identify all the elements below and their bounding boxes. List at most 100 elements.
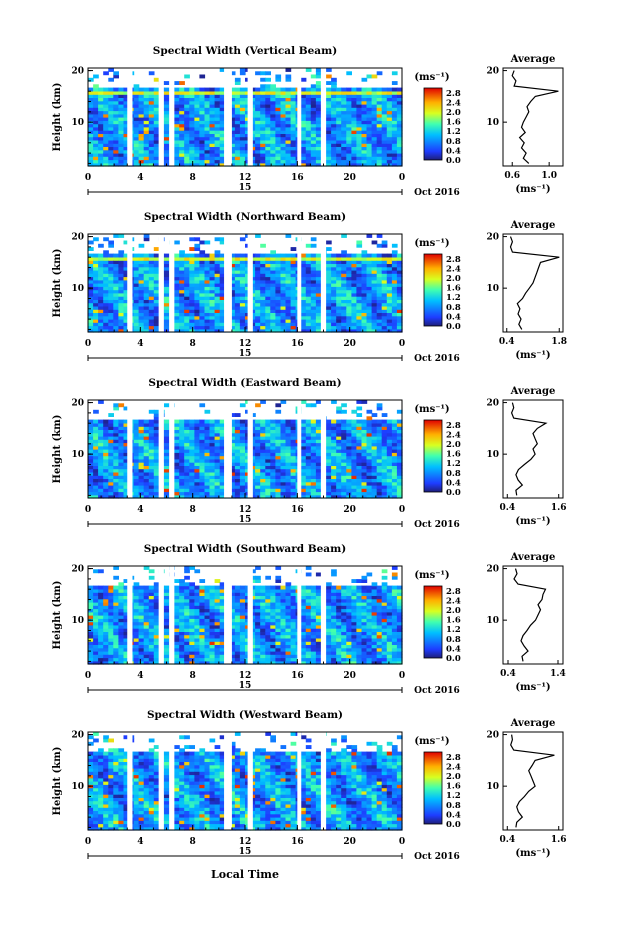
heatmap-cell (341, 107, 347, 112)
heatmap-cell (351, 302, 358, 307)
heatmap-cell (371, 455, 378, 460)
heatmap-cell (239, 68, 246, 72)
heatmap-cell (123, 117, 130, 121)
heatmap-cell (331, 400, 337, 404)
heatmap-cell (381, 309, 388, 313)
heatmap-cell (290, 478, 297, 483)
heatmap-cell (396, 328, 403, 333)
heatmap-cell (103, 322, 109, 327)
heatmap-cell (255, 276, 261, 281)
heatmap-cell (326, 484, 332, 489)
heatmap-cell (123, 458, 130, 463)
heatmap-cell (275, 110, 282, 115)
heatmap-cell (98, 634, 104, 639)
heatmap-cell (371, 432, 378, 437)
heatmap-cell (315, 110, 322, 115)
heatmap-cell (255, 256, 261, 261)
heatmap-cell (371, 292, 378, 297)
heatmap-cell (371, 149, 378, 154)
heatmap-cell (265, 432, 271, 437)
heatmap-cell (361, 143, 368, 147)
heatmap-cell (260, 139, 266, 144)
heatmap-cell (98, 146, 104, 151)
heatmap-cell (396, 266, 403, 271)
heatmap-cell (270, 84, 276, 89)
heatmap-cell (255, 296, 261, 300)
heatmap-cell (123, 484, 130, 489)
heatmap-cell (371, 143, 378, 147)
heatmap-cell (214, 276, 221, 281)
heatmap-cell (98, 598, 104, 603)
heatmap-cell (189, 475, 195, 479)
heatmap-cell (341, 269, 347, 274)
heatmap-cell (366, 286, 373, 291)
heatmap-cell (174, 283, 180, 287)
heatmap-cell (300, 452, 307, 457)
heatmap-cell (113, 292, 119, 297)
heatmap-cell (260, 422, 266, 427)
heatmap-cell (148, 162, 155, 167)
heatmap-cell (260, 87, 266, 92)
heatmap-cell (133, 84, 140, 89)
heatmap-cell (108, 442, 114, 447)
heatmap-cell (260, 286, 266, 291)
heatmap-cell (346, 458, 352, 463)
heatmap-cell (189, 279, 195, 284)
heatmap-cell (275, 107, 282, 112)
heatmap-cell (285, 117, 292, 121)
heatmap-cell (113, 162, 119, 167)
heatmap-cell (153, 117, 160, 121)
heatmap-cell (275, 159, 282, 164)
heatmap-cell (204, 87, 211, 92)
colorbar-tick-label: 1.6 (446, 284, 461, 294)
heatmap-cell (341, 429, 347, 434)
heatmap-cell (148, 439, 155, 444)
heatmap-cell (189, 107, 195, 112)
heatmap-cell (341, 260, 347, 264)
heatmap-cell (199, 465, 206, 470)
heatmap-cell (199, 107, 206, 112)
heatmap-cell (371, 465, 378, 470)
heatmap-cell (366, 445, 373, 450)
heatmap-cell (93, 598, 99, 603)
heatmap-cell (234, 296, 241, 300)
heatmap-cell (194, 126, 201, 131)
heatmap-cell (300, 315, 307, 320)
heatmap-cell (331, 481, 337, 486)
heatmap-cell (331, 465, 337, 470)
heatmap-cell (179, 491, 185, 496)
heatmap-cell (118, 156, 125, 161)
heatmap-cell (194, 426, 201, 430)
heatmap-cell (143, 449, 150, 453)
heatmap-cell (153, 491, 160, 496)
heatmap-cell (189, 468, 195, 473)
heatmap-cell (305, 156, 312, 161)
heatmap-cell (113, 312, 119, 317)
heatmap-cell (381, 240, 388, 245)
heatmap-cell (280, 159, 287, 164)
heatmap-cell (194, 90, 201, 95)
heatmap-cell (108, 478, 114, 483)
heatmap-cell (260, 475, 266, 479)
heatmap-cell (189, 117, 195, 121)
heatmap-cell (391, 113, 398, 118)
heatmap-cell (93, 283, 99, 287)
heatmap-cell (143, 276, 150, 281)
heatmap-cell (98, 400, 104, 404)
heatmap-cell (260, 110, 266, 115)
heatmap-cell (123, 162, 130, 167)
heatmap-cell (209, 468, 216, 473)
heatmap-cell (148, 302, 155, 307)
heatmap-cell (118, 97, 125, 102)
heatmap-cell (285, 312, 292, 317)
heatmap-cell (123, 256, 130, 261)
heatmap-cell (305, 159, 312, 164)
heatmap-cell (164, 318, 170, 323)
heatmap-cell (143, 100, 150, 105)
heatmap-cell (381, 136, 388, 141)
heatmap-cell (138, 276, 145, 281)
heatmap-cell (199, 478, 206, 483)
heatmap-cell (255, 325, 261, 330)
heatmap-cell (174, 126, 180, 131)
heatmap-cell (153, 266, 160, 271)
